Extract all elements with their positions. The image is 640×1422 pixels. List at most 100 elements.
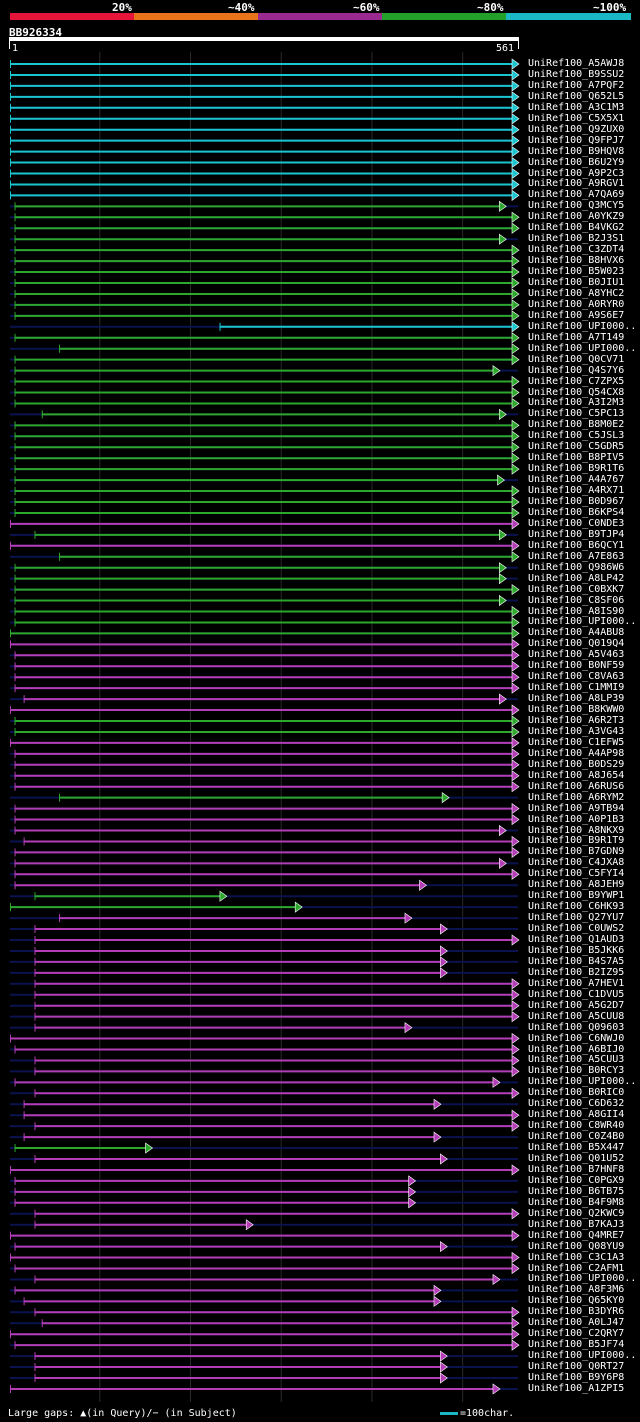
hit-name-link[interactable]: UniRef100_B9R1T6 bbox=[528, 463, 625, 475]
hit-name-link[interactable]: UniRef100_Q1AUD3 bbox=[528, 934, 625, 945]
hit-name-link[interactable]: UniRef100_B5JF74 bbox=[528, 1339, 625, 1351]
hit-name-link[interactable]: UniRef100_UPI000.. bbox=[528, 1076, 637, 1088]
hit-name-link[interactable]: UniRef100_A5CUU3 bbox=[528, 1054, 625, 1066]
hit-name-link[interactable]: UniRef100_A7PQF2 bbox=[528, 79, 625, 91]
hit-name-link[interactable]: UniRef100_B9TJP4 bbox=[528, 528, 625, 540]
hit-name-link[interactable]: UniRef100_C4JXA8 bbox=[528, 857, 625, 869]
hit-name-link[interactable]: UniRef100_B9Y6P8 bbox=[528, 1372, 625, 1383]
hit-name-link[interactable]: UniRef100_A0P1B3 bbox=[528, 813, 625, 825]
hit-name-link[interactable]: UniRef100_Q9FPJ7 bbox=[528, 134, 625, 146]
hit-name-link[interactable]: UniRef100_Q9ZUX0 bbox=[528, 123, 625, 135]
hit-name-link[interactable]: UniRef100_B6QCY1 bbox=[528, 539, 625, 551]
hit-name-link[interactable]: UniRef100_B2IZ95 bbox=[528, 966, 625, 978]
hit-name-link[interactable]: UniRef100_B0RIC0 bbox=[528, 1087, 625, 1099]
hit-name-link[interactable]: UniRef100_Q0CV71 bbox=[528, 353, 625, 365]
hit-name-link[interactable]: UniRef100_A9RGV1 bbox=[528, 178, 625, 190]
hit-name-link[interactable]: UniRef100_Q2KWC9 bbox=[528, 1207, 625, 1219]
hit-name-link[interactable]: UniRef100_Q3MCY5 bbox=[528, 200, 625, 212]
hit-name-link[interactable]: UniRef100_A7E863 bbox=[528, 550, 625, 562]
hit-name-link[interactable]: UniRef100_B4S7A5 bbox=[528, 955, 625, 967]
hit-name-link[interactable]: UniRef100_A7T149 bbox=[528, 331, 625, 343]
hit-name-link[interactable]: UniRef100_A8J654 bbox=[528, 769, 625, 781]
hit-name-link[interactable]: UniRef100_A0YKZ9 bbox=[528, 211, 625, 223]
hit-name-link[interactable]: UniRef100_C3ZDT4 bbox=[528, 244, 625, 256]
hit-name-link[interactable]: UniRef100_B0D967 bbox=[528, 496, 625, 507]
hit-name-link[interactable]: UniRef100_A8IS90 bbox=[528, 605, 625, 617]
hit-name-link[interactable]: UniRef100_C0UWS2 bbox=[528, 923, 625, 935]
hit-name-link[interactable]: UniRef100_A8LP39 bbox=[528, 693, 625, 705]
hit-name-link[interactable]: UniRef100_C8WR40 bbox=[528, 1120, 625, 1132]
hit-name-link[interactable]: UniRef100_A4AP98 bbox=[528, 747, 625, 759]
hit-name-link[interactable]: UniRef100_A8YHC2 bbox=[528, 287, 625, 299]
hit-name-link[interactable]: UniRef100_C1EFW5 bbox=[528, 736, 625, 748]
hit-name-link[interactable]: UniRef100_A8F3M6 bbox=[528, 1284, 625, 1296]
hit-name-link[interactable]: UniRef100_Q54CX8 bbox=[528, 386, 625, 398]
hit-name-link[interactable]: UniRef100_A6RUS6 bbox=[528, 780, 625, 792]
hit-name-link[interactable]: UniRef100_B7HNF8 bbox=[528, 1163, 625, 1175]
hit-name-link[interactable]: UniRef100_C5FYI4 bbox=[528, 868, 625, 880]
hit-name-link[interactable]: UniRef100_A3VG43 bbox=[528, 725, 625, 737]
hit-name-link[interactable]: UniRef100_A6BIJ0 bbox=[528, 1043, 625, 1055]
hit-name-link[interactable]: UniRef100_UPI000.. bbox=[528, 342, 637, 354]
hit-name-link[interactable]: UniRef100_C6D632 bbox=[528, 1098, 625, 1110]
hit-name-link[interactable]: UniRef100_Q09603 bbox=[528, 1021, 625, 1033]
hit-name-link[interactable]: UniRef100_B6KPS4 bbox=[528, 506, 625, 518]
hit-name-link[interactable]: UniRef100_A0LJ47 bbox=[528, 1317, 625, 1329]
hit-name-link[interactable]: UniRef100_A9P2C3 bbox=[528, 167, 625, 179]
hit-name-link[interactable]: UniRef100_UPI000.. bbox=[528, 616, 637, 628]
hit-name-link[interactable]: UniRef100_A0RYR0 bbox=[528, 298, 625, 310]
hit-name-link[interactable]: UniRef100_A9TB94 bbox=[528, 802, 625, 814]
hit-name-link[interactable]: UniRef100_C0NDE3 bbox=[528, 517, 625, 529]
hit-name-link[interactable]: UniRef100_B9HQV8 bbox=[528, 145, 625, 157]
hit-name-link[interactable]: UniRef100_B9R1T9 bbox=[528, 835, 625, 847]
hit-name-link[interactable]: UniRef100_B2J3S1 bbox=[528, 233, 625, 245]
hit-name-link[interactable]: UniRef100_C0PGX9 bbox=[528, 1174, 625, 1186]
hit-name-link[interactable]: UniRef100_Q08YU9 bbox=[528, 1240, 625, 1252]
hit-name-link[interactable]: UniRef100_C5JSL3 bbox=[528, 430, 625, 442]
hit-name-link[interactable]: UniRef100_C6HK93 bbox=[528, 901, 625, 913]
hit-name-link[interactable]: UniRef100_C5PC13 bbox=[528, 408, 625, 420]
hit-name-link[interactable]: UniRef100_A4ABU8 bbox=[528, 627, 625, 639]
hit-name-link[interactable]: UniRef100_B8M0E2 bbox=[528, 419, 625, 431]
hit-name-link[interactable]: UniRef100_UPI000.. bbox=[528, 1350, 637, 1362]
hit-name-link[interactable]: UniRef100_B4F9M8 bbox=[528, 1196, 625, 1208]
hit-name-link[interactable]: UniRef100_B9SSU2 bbox=[528, 68, 625, 80]
hit-name-link[interactable]: UniRef100_C8VA63 bbox=[528, 671, 625, 683]
hit-name-link[interactable]: UniRef100_A8NKX9 bbox=[528, 824, 625, 836]
hit-name-link[interactable]: UniRef100_B7GDN9 bbox=[528, 846, 625, 858]
hit-name-link[interactable]: UniRef100_B8KWW0 bbox=[528, 704, 625, 716]
hit-name-link[interactable]: UniRef100_C5GDR5 bbox=[528, 441, 625, 453]
hit-name-link[interactable]: UniRef100_A7QA69 bbox=[528, 189, 625, 201]
hit-name-link[interactable]: UniRef100_B5W023 bbox=[528, 266, 625, 278]
hit-name-link[interactable]: UniRef100_A6RYM2 bbox=[528, 791, 625, 803]
hit-name-link[interactable]: UniRef100_A7HEV1 bbox=[528, 977, 625, 989]
hit-name-link[interactable]: UniRef100_C7ZPX5 bbox=[528, 375, 625, 387]
hit-name-link[interactable]: UniRef100_Q4MRE7 bbox=[528, 1229, 625, 1241]
hit-name-link[interactable]: UniRef100_Q019Q4 bbox=[528, 638, 625, 650]
hit-name-link[interactable]: UniRef100_C8SF06 bbox=[528, 594, 625, 606]
hit-name-link[interactable]: UniRef100_Q986W6 bbox=[528, 561, 625, 573]
hit-name-link[interactable]: UniRef100_B8PIV5 bbox=[528, 452, 625, 464]
hit-name-link[interactable]: UniRef100_A8GII4 bbox=[528, 1109, 625, 1121]
hit-name-link[interactable]: UniRef100_B0RCY3 bbox=[528, 1065, 625, 1077]
hit-name-link[interactable]: UniRef100_Q4S7Y6 bbox=[528, 364, 625, 376]
hit-name-link[interactable]: UniRef100_A5AWJ8 bbox=[528, 58, 625, 69]
hit-name-link[interactable]: UniRef100_B9YWP1 bbox=[528, 890, 625, 902]
hit-name-link[interactable]: UniRef100_A5V463 bbox=[528, 649, 625, 661]
hit-name-link[interactable]: UniRef100_B7KAJ3 bbox=[528, 1218, 625, 1230]
hit-name-link[interactable]: UniRef100_A8LP42 bbox=[528, 572, 625, 584]
hit-name-link[interactable]: UniRef100_C2AFM1 bbox=[528, 1262, 625, 1274]
hit-name-link[interactable]: UniRef100_A5G2D7 bbox=[528, 999, 625, 1011]
hit-name-link[interactable]: UniRef100_A5CUU8 bbox=[528, 1010, 625, 1022]
hit-name-link[interactable]: UniRef100_A1ZPI5 bbox=[528, 1382, 625, 1394]
hit-name-link[interactable]: UniRef100_C6NWJ0 bbox=[528, 1032, 625, 1044]
hit-name-link[interactable]: UniRef100_A3I2M3 bbox=[528, 397, 625, 409]
hit-name-link[interactable]: UniRef100_B6U2Y9 bbox=[528, 156, 625, 168]
hit-name-link[interactable]: UniRef100_UPI000.. bbox=[528, 1273, 637, 1285]
hit-name-link[interactable]: UniRef100_B6TB75 bbox=[528, 1185, 625, 1197]
hit-name-link[interactable]: UniRef100_A9S6E7 bbox=[528, 309, 625, 321]
hit-name-link[interactable]: UniRef100_A6R2T3 bbox=[528, 715, 625, 726]
hit-name-link[interactable]: UniRef100_Q0RT27 bbox=[528, 1361, 625, 1373]
hit-name-link[interactable]: UniRef100_A4RX71 bbox=[528, 485, 625, 497]
hit-name-link[interactable]: UniRef100_B5JKK6 bbox=[528, 944, 625, 956]
